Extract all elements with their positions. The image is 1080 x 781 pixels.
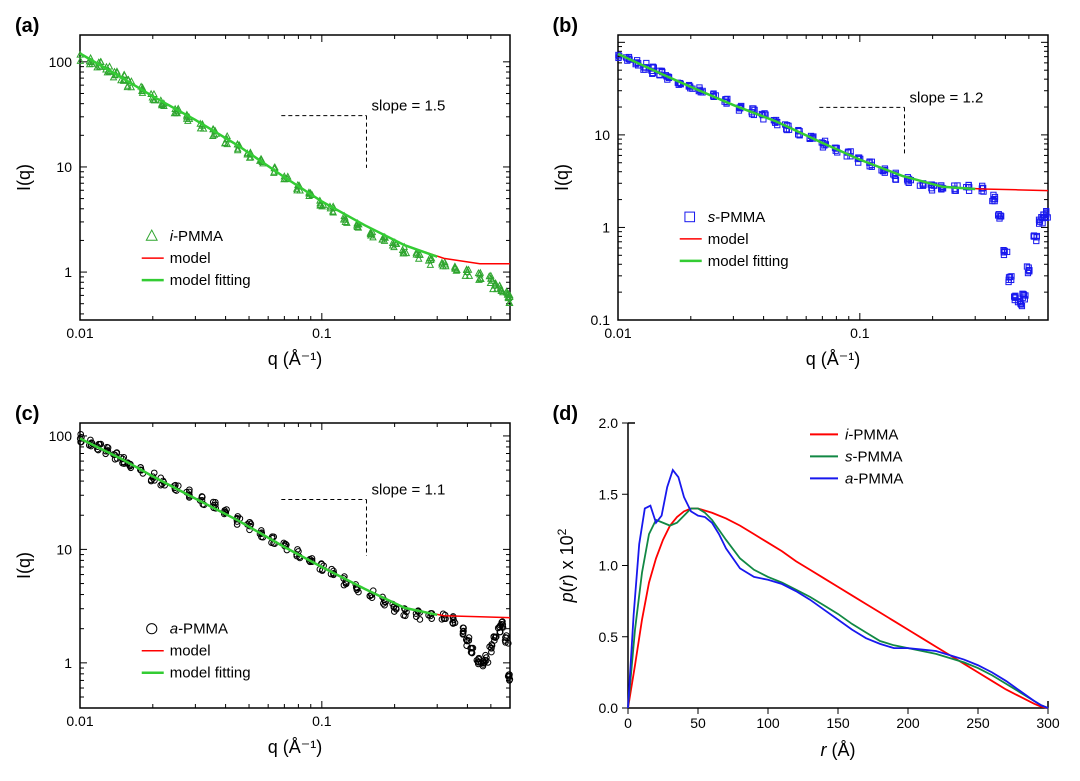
svg-text:a-PMMA: a-PMMA [170, 621, 228, 638]
panel-a: (a) 0.01 0.1 1 10 100 q (Å⁻¹) I(q) slope = 1.5 i… [10, 10, 533, 383]
svg-text:2.0: 2.0 [598, 415, 618, 431]
svg-text:1: 1 [64, 264, 72, 280]
svg-text:model: model [170, 643, 211, 660]
svg-text:0.01: 0.01 [66, 325, 93, 341]
svg-text:model: model [707, 231, 748, 248]
svg-text:1: 1 [602, 219, 610, 235]
svg-text:100: 100 [49, 54, 73, 70]
svg-text:150: 150 [826, 715, 850, 731]
panel-c: (c) 0.01 0.1 1 10 100 q (Å⁻¹) I(q) slope = 1.1 a… [10, 398, 533, 771]
chart-d: 0 50 100 150 200 250 300 0.0 0.5 1.0 1.5 2.0 r (Å) p(… [548, 398, 1068, 768]
svg-text:a-PMMA: a-PMMA [845, 470, 903, 487]
svg-text:model fitting: model fitting [170, 665, 251, 682]
svg-text:0.5: 0.5 [598, 629, 618, 645]
chart-c: 0.01 0.1 1 10 100 q (Å⁻¹) I(q) slope = 1.1 a-PMM… [10, 398, 530, 768]
svg-text:0.1: 0.1 [312, 325, 332, 341]
svg-text:10: 10 [56, 541, 72, 557]
svg-text:0.01: 0.01 [66, 713, 93, 729]
svg-text:s-PMMA: s-PMMA [707, 209, 765, 226]
svg-text:50: 50 [690, 715, 706, 731]
svg-text:slope = 1.1: slope = 1.1 [371, 482, 445, 499]
svg-text:s-PMMA: s-PMMA [845, 448, 903, 465]
chart-a: 0.01 0.1 1 10 100 q (Å⁻¹) I(q) slope = 1.5 i-PMM… [10, 10, 530, 380]
svg-text:0.1: 0.1 [312, 713, 332, 729]
svg-text:model fitting: model fitting [707, 253, 788, 270]
figure-grid: (a) 0.010.1110100q (Å⁻¹)I(q)slope = 1.5i… [10, 10, 1070, 771]
svg-text:1.0: 1.0 [598, 558, 618, 574]
svg-text:300: 300 [1036, 715, 1060, 731]
svg-text:i-PMMA: i-PMMA [845, 426, 898, 443]
svg-text:0.1: 0.1 [850, 325, 870, 341]
svg-text:1.5: 1.5 [598, 486, 618, 502]
svg-text:slope = 1.2: slope = 1.2 [909, 89, 983, 106]
svg-text:1: 1 [64, 655, 72, 671]
panel-c-label: (c) [15, 403, 39, 426]
svg-text:model: model [170, 250, 211, 267]
panel-d: (d) 0 50 100 150 200 250 300 0.0 0.5 1.0 1.5 2.0 r (… [548, 398, 1071, 771]
svg-text:q (Å⁻¹): q (Å⁻¹) [268, 349, 323, 369]
svg-text:100: 100 [49, 428, 73, 444]
svg-text:200: 200 [896, 715, 920, 731]
svg-text:250: 250 [966, 715, 990, 731]
svg-text:0.1: 0.1 [590, 312, 610, 328]
svg-text:q (Å⁻¹): q (Å⁻¹) [805, 349, 860, 369]
svg-text:100: 100 [756, 715, 780, 731]
svg-text:model fitting: model fitting [170, 272, 251, 289]
panel-b: (b) 0.010.10.1110q (Å⁻¹)I(q)slope = 1.2s… [548, 10, 1071, 383]
svg-text:10: 10 [56, 159, 72, 175]
svg-text:10: 10 [594, 127, 610, 143]
svg-text:r (Å): r (Å) [820, 740, 855, 760]
svg-text:I(q): I(q) [14, 552, 34, 579]
svg-text:p(r) x 102: p(r) x 102 [555, 528, 577, 603]
panel-b-label: (b) [553, 15, 579, 38]
panel-a-label: (a) [15, 15, 39, 38]
svg-text:i-PMMA: i-PMMA [170, 228, 223, 245]
svg-text:0: 0 [624, 715, 632, 731]
svg-text:slope = 1.5: slope = 1.5 [371, 98, 445, 115]
chart-b: 0.010.10.1110q (Å⁻¹)I(q)slope = 1.2s-PMM… [548, 10, 1068, 380]
svg-text:q (Å⁻¹): q (Å⁻¹) [268, 737, 323, 757]
svg-text:0.0: 0.0 [598, 700, 618, 716]
panel-d-label: (d) [553, 403, 579, 426]
svg-text:I(q): I(q) [14, 164, 34, 191]
svg-text:I(q): I(q) [552, 164, 572, 191]
